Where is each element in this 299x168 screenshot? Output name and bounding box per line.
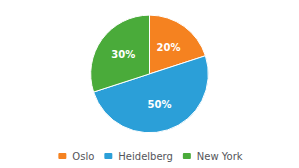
svg-text:50%: 50% [148, 99, 172, 110]
svg-text:Heidelberg: Heidelberg [118, 151, 173, 162]
svg-text:20%: 20% [157, 42, 181, 53]
svg-text:Oslo: Oslo [72, 151, 94, 162]
svg-text:New York: New York [197, 151, 243, 162]
svg-text:30%: 30% [111, 49, 135, 60]
